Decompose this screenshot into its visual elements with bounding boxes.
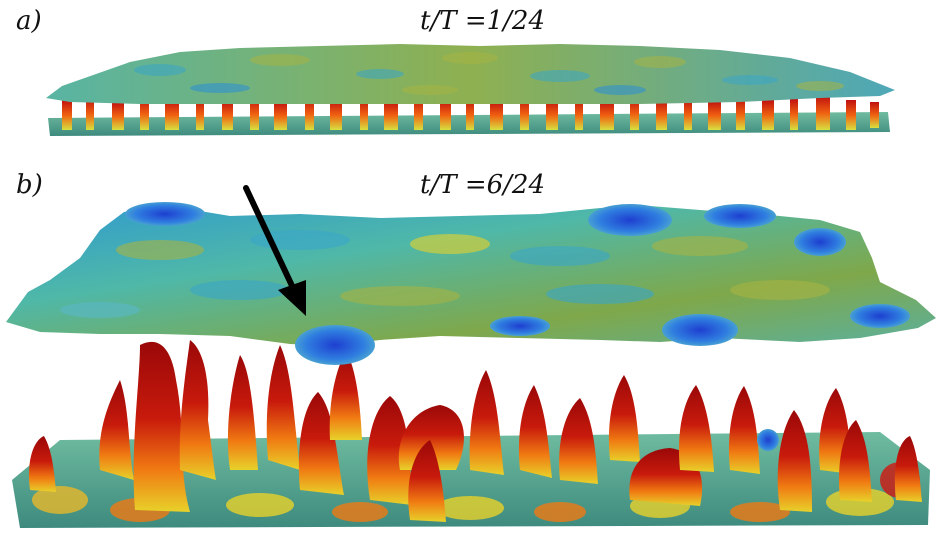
panel-b-vortices bbox=[28, 340, 922, 522]
panel-b-blue-bulges bbox=[125, 202, 910, 365]
panel-b-surface bbox=[6, 206, 936, 346]
panel-b-surface-texture bbox=[60, 230, 830, 318]
panel-a-time-label: t/T =1/24 bbox=[420, 6, 545, 36]
panel-b-blue-blob bbox=[757, 429, 779, 451]
panel-b-time-label: t/T =6/24 bbox=[420, 170, 545, 200]
panel-a-surface-texture bbox=[134, 52, 844, 95]
panel-b-label: b) bbox=[16, 170, 43, 200]
panel-a-label: a) bbox=[16, 6, 42, 36]
arrow-icon bbox=[243, 185, 306, 316]
panel-b-render bbox=[6, 202, 936, 528]
panel-a-render bbox=[46, 44, 895, 136]
panel-a-vortices bbox=[62, 96, 879, 130]
